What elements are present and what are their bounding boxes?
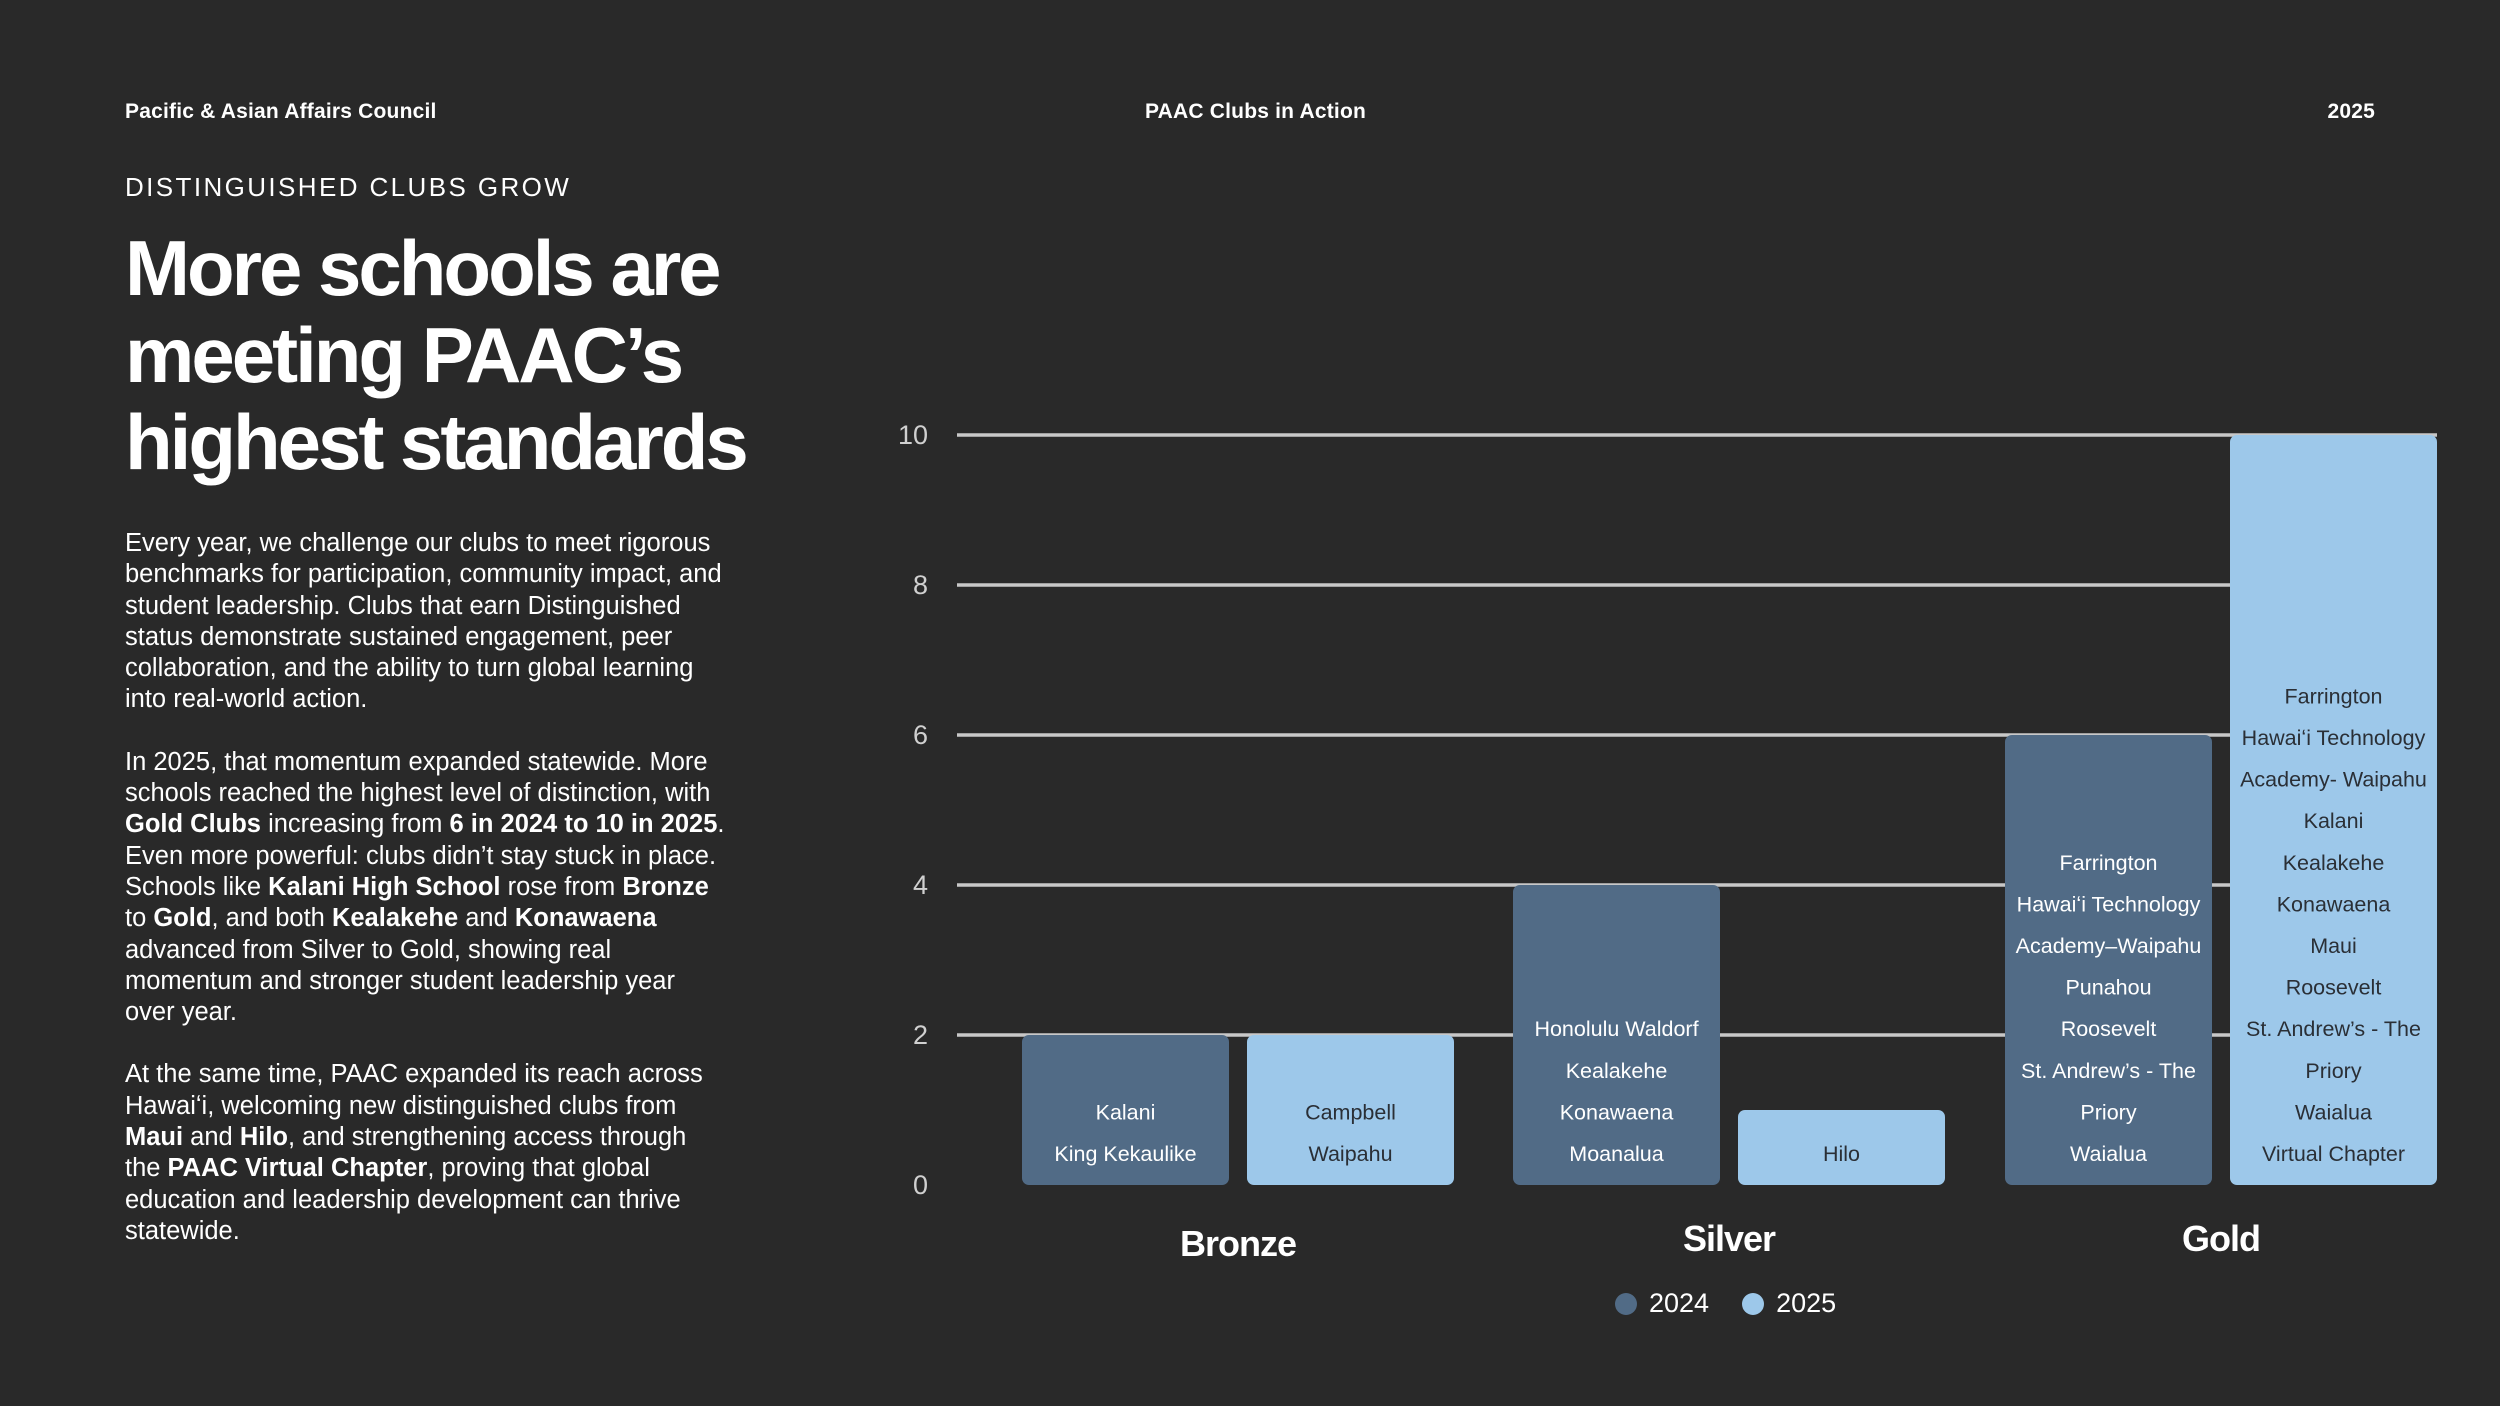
- bar-school-label: Maui: [2310, 934, 2357, 958]
- bar-school-label: Priory: [2305, 1059, 2361, 1083]
- body-text-segment: , proving that global education and lead…: [125, 1154, 681, 1245]
- x-category-label: Silver: [1683, 1218, 1776, 1259]
- page-title: More schools are meeting PAAC’s highest …: [125, 224, 749, 486]
- emphasis-text: Kealakehe: [331, 904, 459, 933]
- bar-school-label: Campbell: [1305, 1100, 1396, 1124]
- bar-school-label: Moanalua: [1569, 1142, 1663, 1166]
- emphasis-text: PAAC Virtual Chapter: [167, 1154, 428, 1183]
- y-tick-label: 2: [913, 1020, 928, 1050]
- bar-silver-2025: [1738, 1110, 1945, 1185]
- bar-school-label: Kalani: [2304, 809, 2364, 833]
- bar-school-label: Roosevelt: [2286, 976, 2382, 1000]
- body-text-segment: In 2025, that momentum expanded statewid…: [125, 747, 711, 808]
- bar-school-label: Hawaiʻi Technology: [2242, 726, 2426, 750]
- x-category-label: Gold: [2182, 1218, 2260, 1259]
- bar-school-label: Kealakehe: [1566, 1059, 1668, 1083]
- legend-label-2024: 2024: [1649, 1288, 1710, 1318]
- eyebrow: DISTINGUISHED CLUBS GROW: [125, 172, 572, 202]
- header-org: Pacific & Asian Affairs Council: [125, 100, 437, 123]
- body-text-segment: , and both: [211, 904, 332, 933]
- emphasis-text: Kalani High School: [268, 872, 501, 901]
- body-text-segment: and: [458, 904, 515, 933]
- bar-school-label: Honolulu Waldorf: [1534, 1017, 1698, 1041]
- legend-dot-2024: [1615, 1292, 1637, 1315]
- header-year: 2025: [2327, 100, 2375, 123]
- y-tick-label: 6: [913, 720, 928, 750]
- body-text-segment: rose from: [500, 872, 623, 901]
- body-paragraph-1: Every year, we challenge our clubs to me…: [125, 529, 722, 714]
- bar-school-label: Farrington: [2285, 684, 2383, 708]
- bar-school-label: Punahou: [2065, 976, 2151, 1000]
- bar-school-label: King Kekaulike: [1054, 1142, 1196, 1166]
- body-paragraph-2: In 2025, that momentum expanded statewid…: [125, 747, 725, 1029]
- body-paragraph-3: At the same time, PAAC expanded its reac…: [125, 1059, 725, 1247]
- y-tick-label: 0: [913, 1170, 928, 1200]
- body-text-segment: At the same time, PAAC expanded its reac…: [125, 1060, 703, 1120]
- bar-bronze-2024: [1022, 1035, 1229, 1185]
- body-text-segment: , and strengthening access through the: [125, 1123, 687, 1183]
- emphasis-text: Konawaena: [514, 904, 657, 933]
- legend-dot-2025: [1742, 1292, 1765, 1315]
- bar-school-label: St. Andrew’s - The: [2021, 1059, 2196, 1083]
- body-text: Every year, we challenge our clubs to me…: [125, 528, 725, 1278]
- body-text-segment: and: [183, 1123, 240, 1152]
- body-text-segment: to: [125, 904, 154, 933]
- bar-gold-2025: [2230, 435, 2437, 1185]
- body-text-segment: . Even more powerful: clubs didn’t stay …: [125, 810, 725, 901]
- y-tick-label: 8: [913, 570, 928, 600]
- bar-school-label: Priory: [2080, 1100, 2136, 1124]
- emphasis-text: Bronze: [622, 872, 709, 901]
- bar-silver-2024: [1513, 885, 1720, 1185]
- header-title: PAAC Clubs in Action: [1145, 100, 1366, 123]
- legend-item-2024: 2024: [1615, 1288, 1709, 1319]
- legend-label-2025: 2025: [1776, 1288, 1837, 1318]
- bar-school-label: Hilo: [1823, 1142, 1860, 1166]
- bar-school-label: Konawaena: [2277, 892, 2391, 916]
- bar-gold-2024: [2005, 735, 2212, 1185]
- bar-school-label: Waialua: [2070, 1142, 2147, 1166]
- bar-school-label: Konawaena: [1560, 1100, 1674, 1124]
- bar-school-label: St. Andrew’s - The: [2246, 1017, 2421, 1041]
- bar-school-label: Waipahu: [1308, 1142, 1392, 1166]
- bar-school-label: Academy–Waipahu: [2016, 934, 2202, 958]
- bar-school-label: Virtual Chapter: [2262, 1142, 2405, 1166]
- emphasis-text: Maui: [125, 1123, 184, 1152]
- emphasis-text: Gold: [153, 904, 212, 933]
- emphasis-text: 6 in 2024 to 10 in 2025: [449, 810, 718, 839]
- legend-item-2025: 2025: [1742, 1288, 1836, 1319]
- bar-school-label: Waialua: [2295, 1100, 2372, 1124]
- emphasis-text: Gold Clubs: [125, 810, 261, 839]
- bar-school-label: Kalani: [1096, 1100, 1156, 1124]
- bar-school-label: Hawaiʻi Technology: [2017, 892, 2201, 916]
- bar-school-label: Academy- Waipahu: [2240, 768, 2427, 792]
- x-category-label: Bronze: [1180, 1223, 1296, 1264]
- bar-school-label: Farrington: [2060, 851, 2158, 875]
- bar-bronze-2025: [1247, 1035, 1454, 1185]
- body-text-segment: advanced from Silver to Gold, showing re…: [125, 935, 675, 1027]
- bar-school-label: Kealakehe: [2283, 851, 2385, 875]
- y-tick-label: 10: [898, 420, 928, 450]
- y-tick-label: 4: [913, 870, 928, 900]
- chart-legend: 2024 2025: [1615, 1288, 1869, 1319]
- body-text-segment: increasing from: [261, 810, 450, 839]
- emphasis-text: Hilo: [239, 1123, 288, 1152]
- bar-school-label: Roosevelt: [2061, 1017, 2157, 1041]
